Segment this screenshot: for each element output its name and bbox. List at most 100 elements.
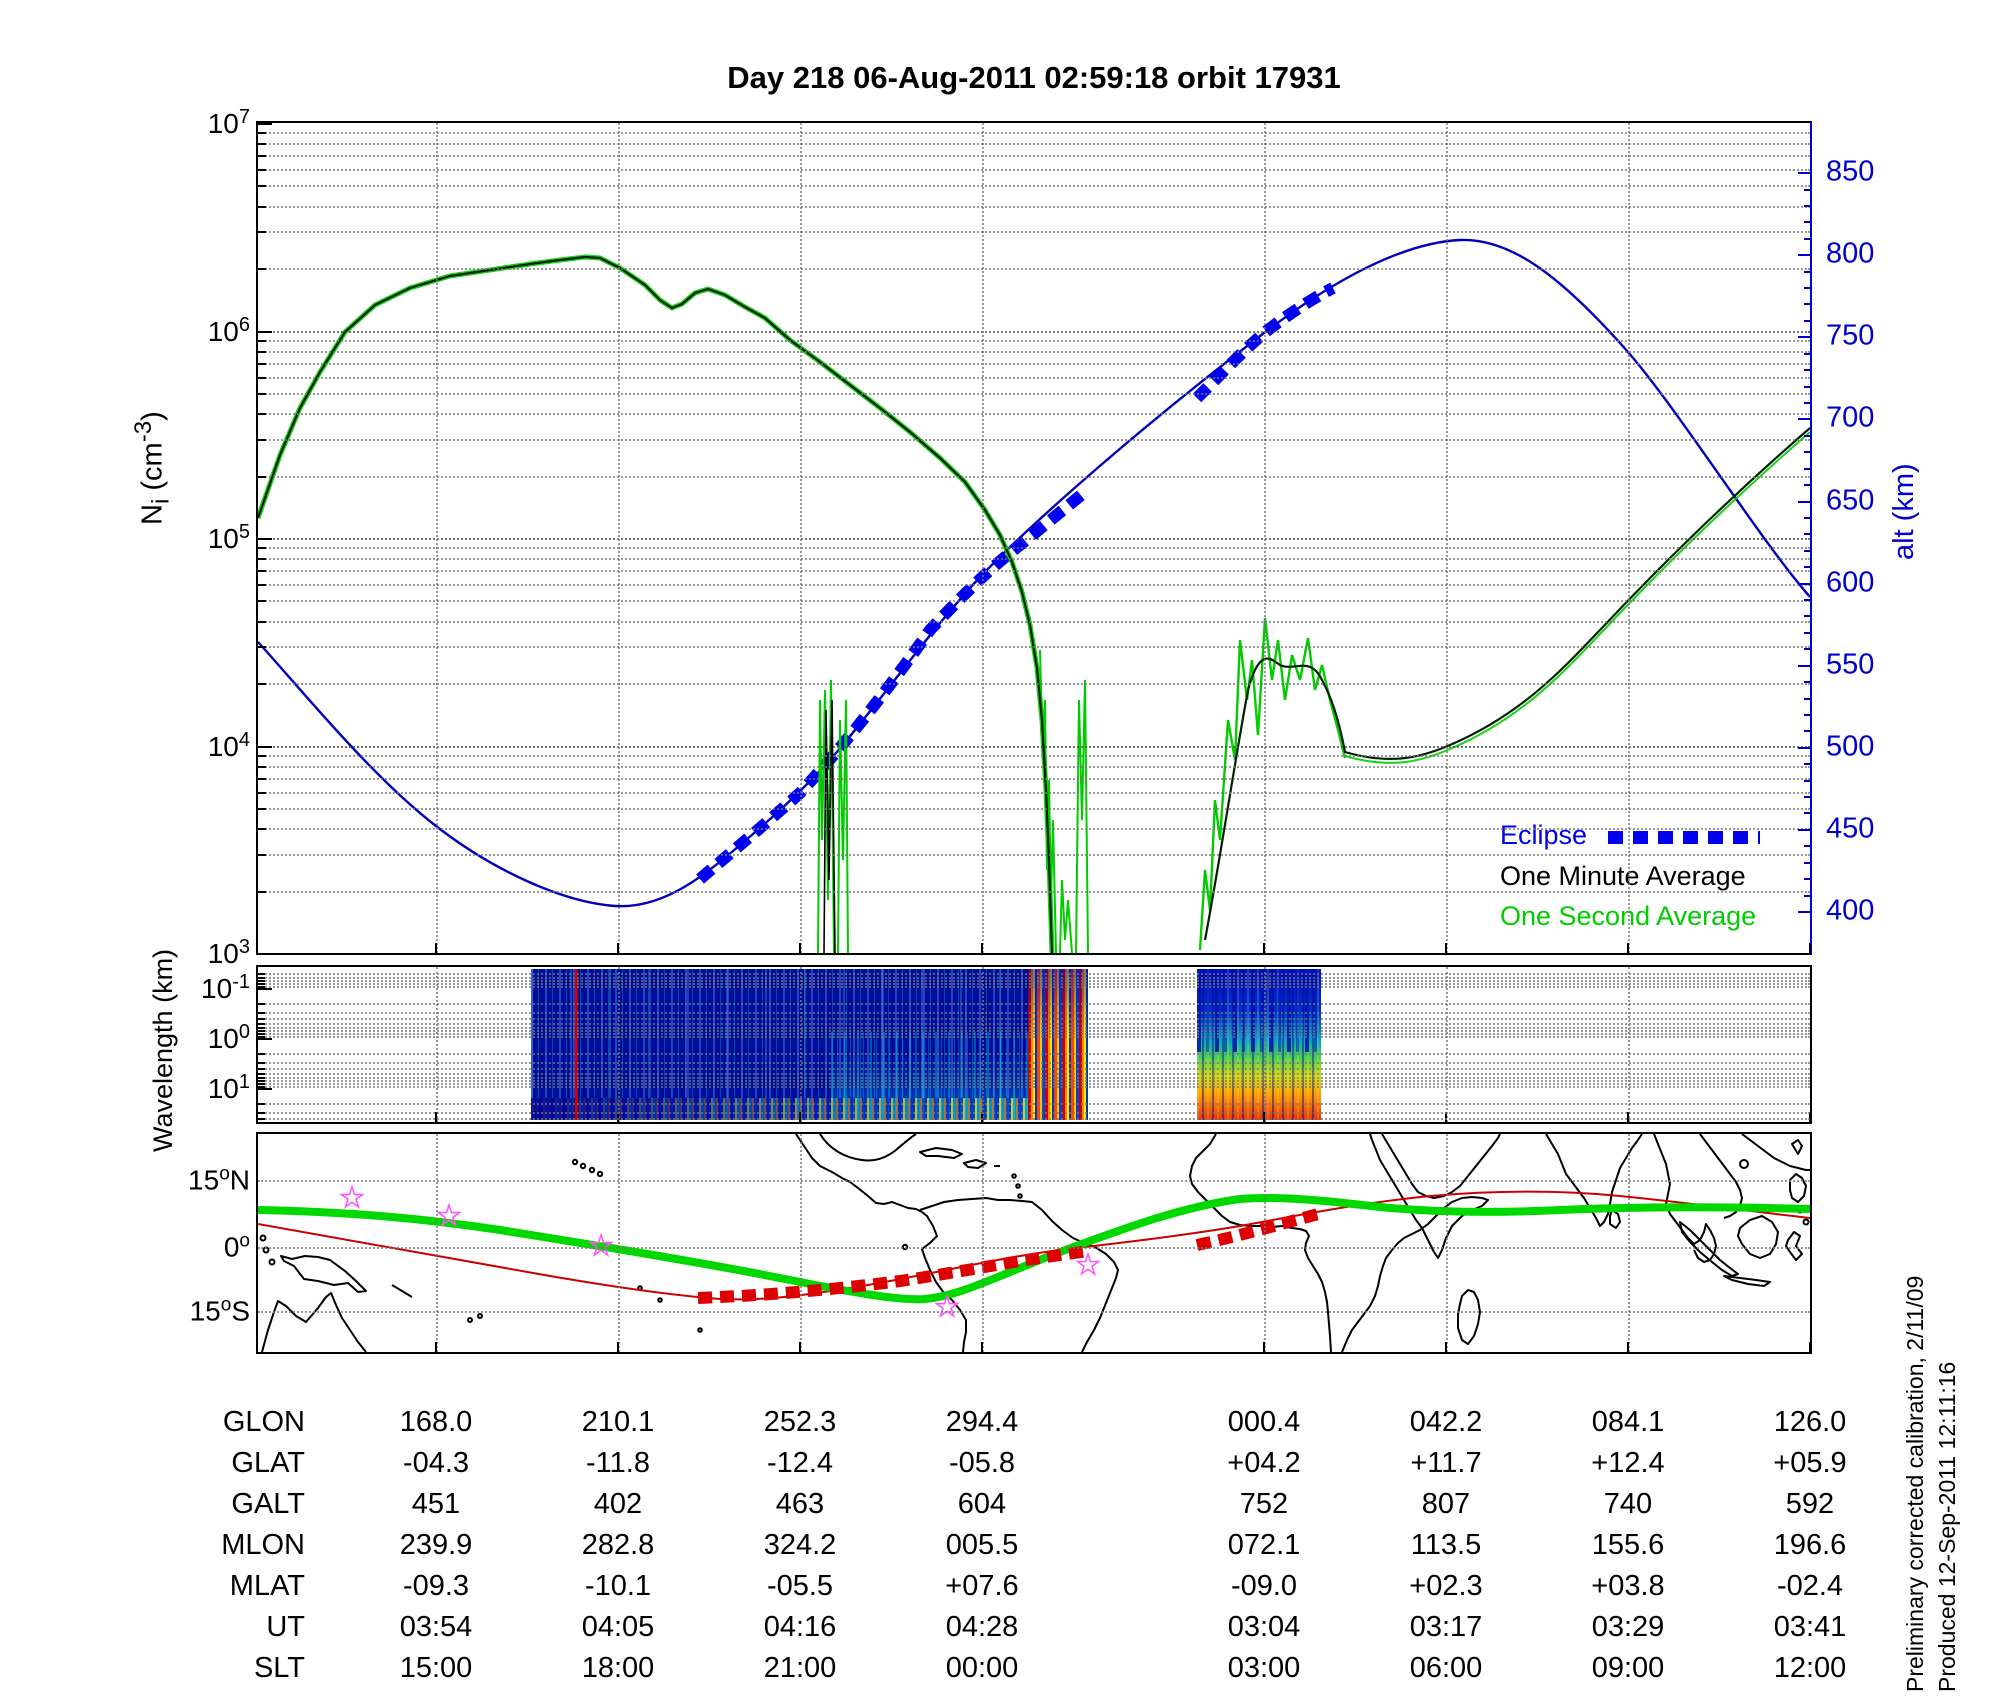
- x-tick: [1627, 943, 1629, 953]
- x-tick: [981, 1342, 983, 1352]
- lat-label: 15oS: [189, 1294, 250, 1327]
- table-cell: +05.9: [1773, 1447, 1847, 1479]
- wl-minor-tick: [258, 1011, 265, 1014]
- wl-minor-tick: [258, 1085, 265, 1088]
- ground-track-map-panel: [256, 1132, 1812, 1354]
- grid-minor: [258, 413, 1810, 416]
- table-cell: 807: [1421, 1488, 1471, 1520]
- wl-grid-minor: [258, 1068, 1810, 1071]
- grid-major: [258, 745, 1810, 748]
- ni-minor-tick: [258, 547, 266, 550]
- wl-minor-tick: [258, 983, 265, 986]
- alt-tick-label: 500: [1826, 730, 1875, 763]
- table-cell: 12:00: [1773, 1652, 1847, 1684]
- x-gridline: [1446, 967, 1448, 1122]
- wl-grid-minor: [258, 983, 1810, 986]
- grid-minor: [258, 890, 1810, 893]
- table-cell: +02.3: [1409, 1570, 1483, 1602]
- wl-grid-minor: [258, 980, 1810, 983]
- ni-major-tick: [258, 953, 272, 955]
- table-cell: 04:05: [581, 1611, 655, 1643]
- x-tick: [981, 1112, 983, 1122]
- table-cell: 03:00: [1227, 1652, 1301, 1684]
- wl-minor-tick: [258, 1068, 265, 1071]
- wl-minor-tick: [258, 1072, 265, 1075]
- alt-minor-tick: [1804, 730, 1810, 733]
- alt-minor-tick: [1804, 911, 1810, 913]
- x-tick: [1263, 943, 1265, 953]
- ni-minor-tick: [258, 169, 266, 172]
- table-row-label: MLAT: [229, 1570, 305, 1602]
- ni-minor-tick: [258, 890, 266, 893]
- x-gridline: [800, 123, 802, 953]
- alt-minor-tick: [1804, 188, 1810, 191]
- x-tick: [1445, 1112, 1447, 1122]
- wl-tick-label: 101: [207, 1070, 250, 1105]
- table-row-label: GALT: [231, 1488, 305, 1520]
- x-gridline: [982, 1134, 984, 1352]
- x-gridline: [1264, 1134, 1266, 1352]
- x-gridline: [800, 967, 802, 1122]
- ni-minor-tick: [258, 620, 266, 623]
- ni-tick-label: 105: [207, 520, 250, 555]
- table-cell: 113.5: [1410, 1529, 1482, 1561]
- wl-tick-label: 10-1: [201, 970, 250, 1005]
- wavelength-spectrogram-panel: [256, 965, 1812, 1124]
- table-cell: 03:41: [1773, 1611, 1847, 1643]
- x-tick: [1809, 1342, 1811, 1352]
- table-cell: -05.8: [948, 1447, 1016, 1479]
- alt-minor-tick: [1804, 763, 1810, 766]
- ni-minor-tick: [258, 791, 266, 794]
- alt-minor-tick: [1804, 500, 1810, 503]
- table-cell: +11.7: [1410, 1447, 1482, 1479]
- ni-minor-tick: [258, 754, 266, 757]
- wl-grid-minor: [258, 1080, 1810, 1083]
- grid-minor: [258, 475, 1810, 478]
- wl-minor-tick: [258, 1103, 265, 1106]
- alt-minor-tick: [1804, 533, 1810, 536]
- ni-minor-tick: [258, 777, 266, 780]
- table-cell: 252.3: [763, 1406, 837, 1438]
- table-cell: 005.5: [945, 1529, 1019, 1561]
- wl-minor-tick: [258, 1053, 265, 1056]
- table-cell: 592: [1785, 1488, 1835, 1520]
- page-title: Day 218 06-Aug-2011 02:59:18 orbit 17931: [727, 60, 1341, 95]
- spectrogram-segment-2: [1197, 969, 1321, 1120]
- alt-minor-tick: [1804, 599, 1810, 602]
- table-cell: 03:17: [1409, 1611, 1483, 1643]
- table-cell: 752: [1239, 1488, 1289, 1520]
- wl-tick-label: 100: [207, 1020, 250, 1055]
- grid-minor: [258, 438, 1810, 441]
- ni-major-tick: [258, 538, 272, 540]
- table-cell: -09.3: [402, 1570, 470, 1602]
- table-cell: 463: [775, 1488, 825, 1520]
- wl-minor-tick: [258, 1111, 265, 1114]
- ni-minor-tick: [258, 231, 266, 234]
- table-cell: 03:04: [1227, 1611, 1301, 1643]
- alt-minor-tick: [1804, 664, 1810, 667]
- alt-minor-tick: [1804, 697, 1810, 700]
- x-tick: [1627, 1342, 1629, 1352]
- x-tick: [1627, 1112, 1629, 1122]
- alt-minor-tick: [1804, 796, 1810, 799]
- wl-grid-minor: [258, 1035, 1810, 1038]
- wl-grid-minor: [258, 1022, 1810, 1025]
- table-cell: -02.4: [1776, 1570, 1844, 1602]
- x-tick: [1263, 1112, 1265, 1122]
- alt-minor-tick: [1804, 746, 1810, 749]
- wl-minor-tick: [258, 1018, 265, 1021]
- wl-grid-minor: [258, 1076, 1810, 1079]
- lat-gridline: [258, 1247, 1810, 1249]
- table-cell: 15:00: [399, 1652, 473, 1684]
- table-cell: +04.2: [1227, 1447, 1301, 1479]
- spectrogram-bottom-band: [531, 1098, 1088, 1120]
- x-gridline: [1446, 123, 1448, 953]
- grid-minor: [258, 754, 1810, 757]
- ni-minor-tick: [258, 268, 266, 271]
- ni-minor-tick: [258, 143, 266, 146]
- alt-minor-tick: [1804, 303, 1810, 306]
- table-cell: 239.9: [399, 1529, 473, 1561]
- x-gridline: [436, 123, 438, 953]
- wl-grid-minor: [258, 1061, 1810, 1064]
- grid-minor: [258, 132, 1810, 135]
